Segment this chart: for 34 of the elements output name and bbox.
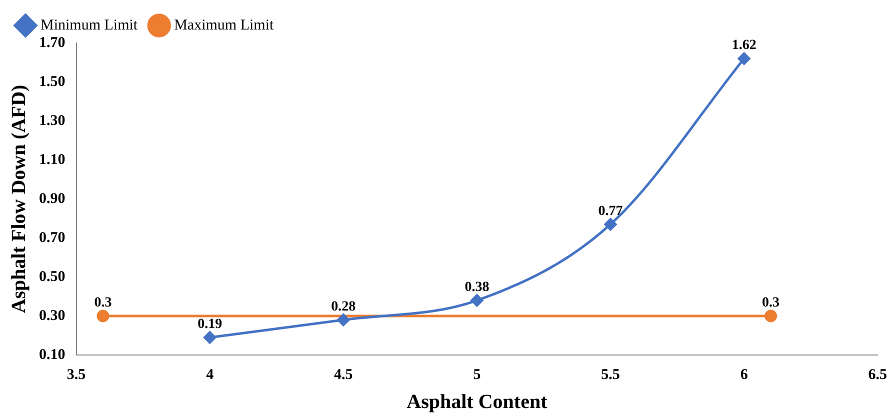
y-tick-label: 1.30 [39,112,66,129]
data-label: 0.3 [762,296,780,311]
y-tick-label: 0.50 [39,268,66,285]
point [337,314,350,326]
point [738,52,750,65]
y-tick-label: 1.70 [39,34,66,51]
x-tick-label: 3.5 [66,366,86,383]
x-axis-title: Asphalt Content [406,391,548,414]
data-label: 0.77 [598,204,623,219]
x-tick-label: 4 [206,366,214,383]
y-tick-label: 0.70 [39,230,66,246]
y-axis-title: Asphalt Flow Down (AFD) [8,84,30,314]
y-tick-label: 0.90 [39,190,66,207]
data-label: 0.38 [464,280,490,296]
y-tick-label: 1.50 [39,74,66,90]
point [96,310,110,322]
x-tick-label: 4.5 [334,366,353,383]
point [204,331,216,344]
data-label: 0.28 [331,300,356,315]
legend-label: Maximum Limit [174,17,274,34]
data-label: 0.3 [94,296,112,311]
x-tick-label: 6 [740,366,748,383]
point [470,294,484,307]
y-tick-label: 1.10 [39,152,66,168]
data-label: 0.19 [198,317,222,332]
y-tick-label: 0.10 [39,346,66,363]
x-tick-label: 5 [473,366,481,383]
point [764,310,778,322]
y-tick-label: 0.30 [39,308,66,324]
data-label: 1.62 [732,38,756,54]
x-tick-label: 5.5 [601,366,620,383]
point [604,218,617,231]
legend-label: Minimum Limit [40,17,138,34]
x-tick-label: 6.5 [868,366,887,383]
